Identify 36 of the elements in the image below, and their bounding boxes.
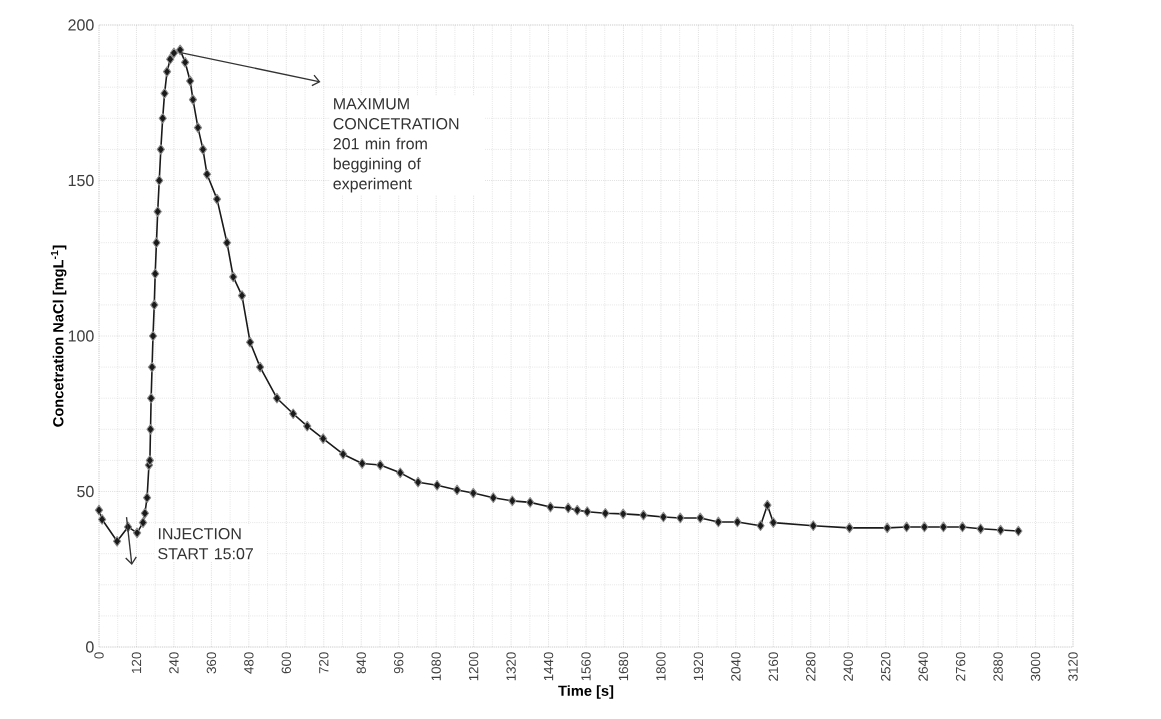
x-tick-label: 1800 [656, 652, 666, 681]
x-tick-label: 1320 [506, 652, 516, 681]
x-tick-label: 2280 [806, 652, 816, 681]
x-tick-label: 1200 [468, 652, 479, 681]
x-tick-label: 960 [393, 652, 404, 674]
y-tick-label: 0 [86, 641, 94, 653]
x-tick-label: 2760 [955, 652, 966, 681]
x-tick-label: 1560 [581, 652, 591, 681]
x-tick-label: 840 [356, 652, 366, 674]
x-tick-label: 1920 [693, 652, 704, 681]
x-tick-label: 120 [131, 652, 142, 673]
x-tick-label: 2520 [880, 652, 891, 681]
x-tick-label: 600 [281, 652, 292, 674]
y-tick-label: 150 [68, 174, 94, 187]
x-tick-label: 1440 [543, 652, 554, 681]
x-tick-label: 1680 [618, 652, 629, 681]
x-tick-label: 720 [319, 652, 329, 674]
x-tick-label: 240 [169, 652, 179, 674]
y-tick-label: 100 [68, 330, 94, 342]
x-tick-label: 3000 [1030, 652, 1041, 681]
annotation: INJECTION START 15:07 [158, 528, 253, 560]
annotation: MAXIMUM CONCETRATION 201 min from beggining of experiment [333, 98, 459, 193]
x-tick-label: 3120 [1068, 652, 1078, 681]
x-axis-title: Time [s] [558, 685, 614, 699]
y-tick-label: 200 [68, 19, 94, 31]
x-tick-label: 480 [244, 652, 254, 674]
x-tick-label: 2400 [843, 652, 853, 681]
x-tick-label: 0 [94, 652, 104, 659]
x-tick-label: 2640 [918, 652, 928, 681]
x-tick-label: 2040 [731, 652, 741, 681]
y-tick-label: 50 [77, 485, 94, 498]
x-tick-label: 2160 [768, 652, 779, 681]
x-tick-label: 1080 [431, 652, 441, 681]
x-tick-label: 360 [206, 652, 217, 674]
x-tick-label: 2880 [993, 652, 1003, 681]
y-axis-title: Concetration NaCl [mgL$^{-1}$] [50, 245, 67, 427]
